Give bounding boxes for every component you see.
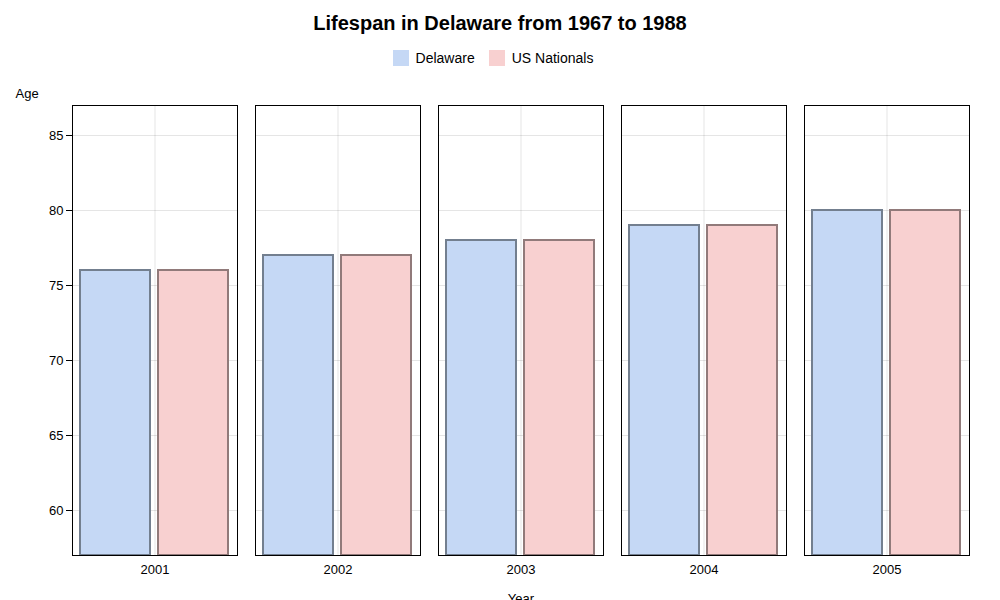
html-text:Delaware: Delaware — [415, 49, 475, 66]
svg-text:70: 70 — [49, 353, 63, 368]
svg-text:75: 75 — [49, 278, 63, 293]
svg-text:Year: Year — [508, 591, 535, 600]
svg-text:2004: 2004 — [690, 562, 719, 577]
svg-text:80: 80 — [49, 203, 63, 218]
svg-text:2002: 2002 — [324, 562, 353, 577]
html-text:US Nationals: US Nationals — [511, 49, 594, 66]
svg-text:2001: 2001 — [141, 562, 170, 577]
html-text:Lifespan in Delaware from 1967: Lifespan in Delaware from 1967 to 1988 — [313, 12, 687, 34]
svg-text:Age: Age — [16, 86, 39, 101]
svg-text:2005: 2005 — [873, 562, 902, 577]
svg-text:85: 85 — [49, 128, 63, 143]
svg-text:2003: 2003 — [507, 562, 536, 577]
svg-text:60: 60 — [49, 503, 63, 518]
svg-text:65: 65 — [49, 428, 63, 443]
